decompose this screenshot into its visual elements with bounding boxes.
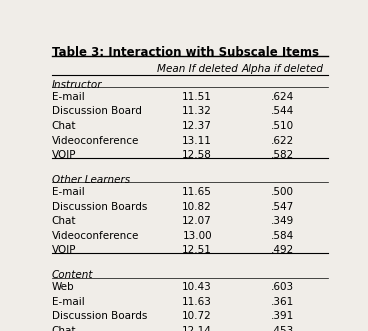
Text: E-mail: E-mail [52, 297, 84, 307]
Text: 11.32: 11.32 [182, 107, 212, 117]
Text: Alpha if deleted: Alpha if deleted [242, 64, 324, 74]
Text: VOIP: VOIP [52, 150, 76, 160]
Text: 13.11: 13.11 [182, 136, 212, 146]
Text: .492: .492 [271, 245, 294, 255]
Text: Chat: Chat [52, 326, 76, 331]
Text: .349: .349 [271, 216, 294, 226]
Text: .361: .361 [271, 297, 294, 307]
Text: 12.07: 12.07 [182, 216, 212, 226]
Text: .582: .582 [271, 150, 294, 160]
Text: 10.82: 10.82 [182, 202, 212, 212]
Text: .603: .603 [271, 282, 294, 292]
Text: .453: .453 [271, 326, 294, 331]
Text: 12.51: 12.51 [182, 245, 212, 255]
Text: E-mail: E-mail [52, 92, 84, 102]
Text: Web: Web [52, 282, 74, 292]
Text: Discussion Board: Discussion Board [52, 107, 142, 117]
Text: Discussion Boards: Discussion Boards [52, 311, 147, 321]
Text: Other Learners: Other Learners [52, 175, 130, 185]
Text: .391: .391 [271, 311, 294, 321]
Text: 10.43: 10.43 [182, 282, 212, 292]
Text: Table 3: Interaction with Subscale Items: Table 3: Interaction with Subscale Items [52, 46, 319, 59]
Text: .500: .500 [271, 187, 294, 197]
Text: .547: .547 [271, 202, 294, 212]
Text: Content: Content [52, 270, 93, 280]
Text: 11.51: 11.51 [182, 92, 212, 102]
Text: .544: .544 [271, 107, 294, 117]
Text: .622: .622 [271, 136, 294, 146]
Text: Mean If deleted: Mean If deleted [157, 64, 238, 74]
Text: 12.58: 12.58 [182, 150, 212, 160]
Text: VOIP: VOIP [52, 245, 76, 255]
Text: 11.65: 11.65 [182, 187, 212, 197]
Text: Chat: Chat [52, 216, 76, 226]
Text: 12.14: 12.14 [182, 326, 212, 331]
Text: 10.72: 10.72 [182, 311, 212, 321]
Text: .584: .584 [271, 231, 294, 241]
Text: .624: .624 [271, 92, 294, 102]
Text: .510: .510 [271, 121, 294, 131]
Text: Videoconference: Videoconference [52, 136, 139, 146]
Text: Videoconference: Videoconference [52, 231, 139, 241]
Text: 11.63: 11.63 [182, 297, 212, 307]
Text: 12.37: 12.37 [182, 121, 212, 131]
Text: Instructor: Instructor [52, 80, 102, 90]
Text: Chat: Chat [52, 121, 76, 131]
Text: 13.00: 13.00 [182, 231, 212, 241]
Text: E-mail: E-mail [52, 187, 84, 197]
Text: Discussion Boards: Discussion Boards [52, 202, 147, 212]
